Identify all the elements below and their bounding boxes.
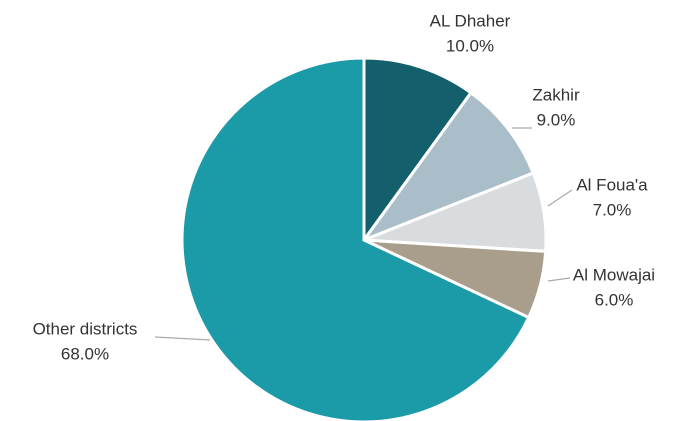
leader-line xyxy=(154,336,211,341)
slice-label: Other districts xyxy=(33,319,138,338)
slice-value-label: 10.0% xyxy=(446,36,494,55)
slice-label: Al Mowajai xyxy=(573,265,655,284)
slice-label: Zakhir xyxy=(532,85,580,104)
pie-slice xyxy=(359,90,536,244)
pie-slice xyxy=(180,56,531,421)
slice-value-label: 68.0% xyxy=(61,344,109,363)
slice-value-label: 6.0% xyxy=(595,290,634,309)
leader-line xyxy=(547,277,571,282)
leader-line xyxy=(547,189,573,207)
slice-label: Al Foua'a xyxy=(576,175,648,194)
pie-slice xyxy=(362,56,474,245)
slice-value-label: 7.0% xyxy=(593,200,632,219)
slice-value-label: 9.0% xyxy=(537,110,576,129)
slice-label: AL Dhaher xyxy=(430,11,511,30)
